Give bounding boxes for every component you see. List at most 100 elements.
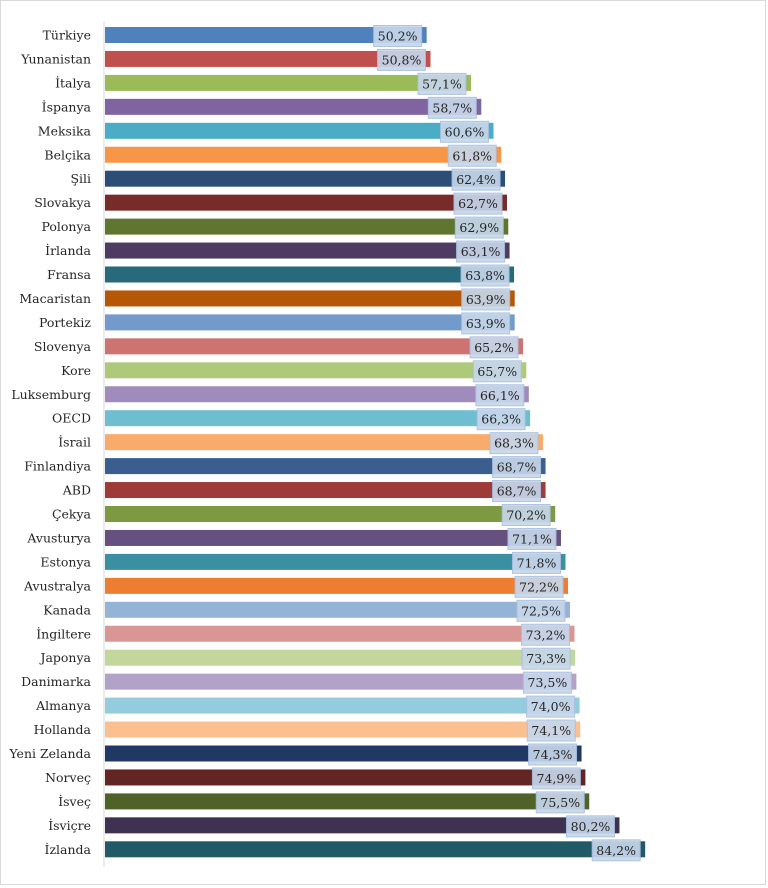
category-label: Şili	[70, 171, 91, 186]
bar	[105, 673, 577, 690]
data-label-box	[492, 480, 542, 503]
category-label: Belçika	[44, 147, 91, 162]
bar	[105, 242, 510, 259]
category-label: Yeni Zelanda	[8, 746, 91, 761]
data-label-box	[453, 192, 503, 215]
bar	[105, 122, 494, 139]
category-label: Meksika	[38, 123, 92, 138]
bar	[105, 50, 431, 67]
bar	[105, 601, 570, 618]
data-label: 61,8%	[452, 148, 492, 163]
category-label: Avustralya	[23, 578, 92, 593]
data-label: 68,7%	[497, 484, 537, 499]
bar	[105, 458, 546, 475]
bar	[105, 817, 620, 834]
data-label: 71,8%	[517, 555, 557, 570]
data-label: 73,2%	[526, 627, 566, 642]
category-label: Slovenya	[34, 339, 92, 354]
data-label: 74,9%	[537, 771, 577, 786]
bar	[105, 290, 515, 307]
bar	[105, 625, 575, 642]
category-label: İspanya	[42, 99, 92, 114]
category-label: Finlandiya	[24, 459, 91, 474]
category-label: İzlanda	[45, 842, 92, 857]
data-label-box	[461, 312, 511, 335]
data-label: 62,4%	[456, 172, 496, 187]
bar	[105, 146, 502, 163]
data-label: 74,3%	[533, 747, 573, 762]
bar	[105, 434, 543, 451]
data-label: 68,3%	[494, 436, 534, 451]
category-label: Hollanda	[34, 722, 92, 737]
category-label: Çekya	[52, 507, 92, 522]
category-label: Türkiye	[43, 28, 91, 43]
bar	[105, 362, 527, 379]
data-label: 62,9%	[459, 220, 499, 235]
data-label-box	[507, 527, 557, 550]
bar	[105, 314, 515, 331]
data-label-box	[460, 264, 510, 287]
bar	[105, 721, 581, 738]
category-label: OECD	[52, 411, 91, 426]
data-label-box	[373, 25, 423, 47]
category-label: Kanada	[43, 602, 91, 617]
category-label: Fransa	[47, 267, 92, 282]
category-label: Estonya	[40, 554, 91, 569]
data-label: 65,7%	[477, 364, 517, 379]
category-label: İrlanda	[45, 243, 91, 258]
data-label: 68,7%	[497, 460, 537, 475]
bar	[105, 577, 569, 594]
bar	[105, 410, 531, 427]
data-label-box	[526, 695, 576, 718]
data-label: 50,2%	[378, 29, 418, 44]
data-label-box	[472, 360, 522, 383]
data-label-box	[476, 408, 526, 431]
data-label: 66,3%	[481, 412, 521, 427]
data-label-box	[492, 456, 542, 479]
bar	[105, 266, 515, 283]
category-label: İngiltere	[36, 626, 91, 641]
data-label-box	[439, 120, 489, 143]
data-label-box	[377, 48, 427, 71]
bar	[105, 529, 561, 546]
data-label: 63,1%	[461, 244, 501, 259]
data-label-box	[520, 623, 570, 646]
data-label: 80,2%	[571, 819, 611, 834]
data-label-box	[469, 336, 519, 359]
data-label-box	[514, 575, 564, 598]
data-label-box	[461, 288, 511, 311]
data-label: 71,1%	[512, 531, 552, 546]
data-label: 72,5%	[521, 603, 561, 618]
data-label-box	[521, 647, 571, 670]
bar	[105, 218, 509, 235]
data-label-box	[591, 839, 641, 862]
data-label: 66,1%	[480, 388, 520, 403]
data-label-box	[451, 168, 501, 191]
data-label-box	[417, 72, 467, 95]
category-label: Almanya	[35, 698, 91, 713]
data-label-box	[528, 743, 578, 766]
category-label: ABD	[62, 483, 91, 498]
data-label: 72,2%	[519, 579, 559, 594]
data-label-box	[565, 815, 615, 838]
data-label: 75,5%	[540, 795, 580, 810]
bar	[105, 649, 576, 666]
category-label: İtalya	[55, 75, 91, 90]
category-label: Kore	[61, 363, 91, 378]
data-label: 84,2%	[596, 843, 636, 858]
bar	[105, 482, 546, 499]
category-label: Luksemburg	[11, 387, 91, 402]
data-label: 62,7%	[458, 196, 498, 211]
bar	[105, 386, 529, 403]
data-label: 57,1%	[422, 76, 462, 91]
category-label: Slovakya	[34, 195, 91, 210]
data-label: 63,8%	[465, 268, 505, 283]
category-label: İsrail	[58, 435, 91, 450]
data-label: 58,7%	[432, 100, 472, 115]
data-label-box	[447, 144, 497, 167]
category-label: Danimarka	[21, 674, 91, 689]
bars-layer	[105, 27, 646, 858]
category-label: Yunanistan	[20, 51, 91, 66]
